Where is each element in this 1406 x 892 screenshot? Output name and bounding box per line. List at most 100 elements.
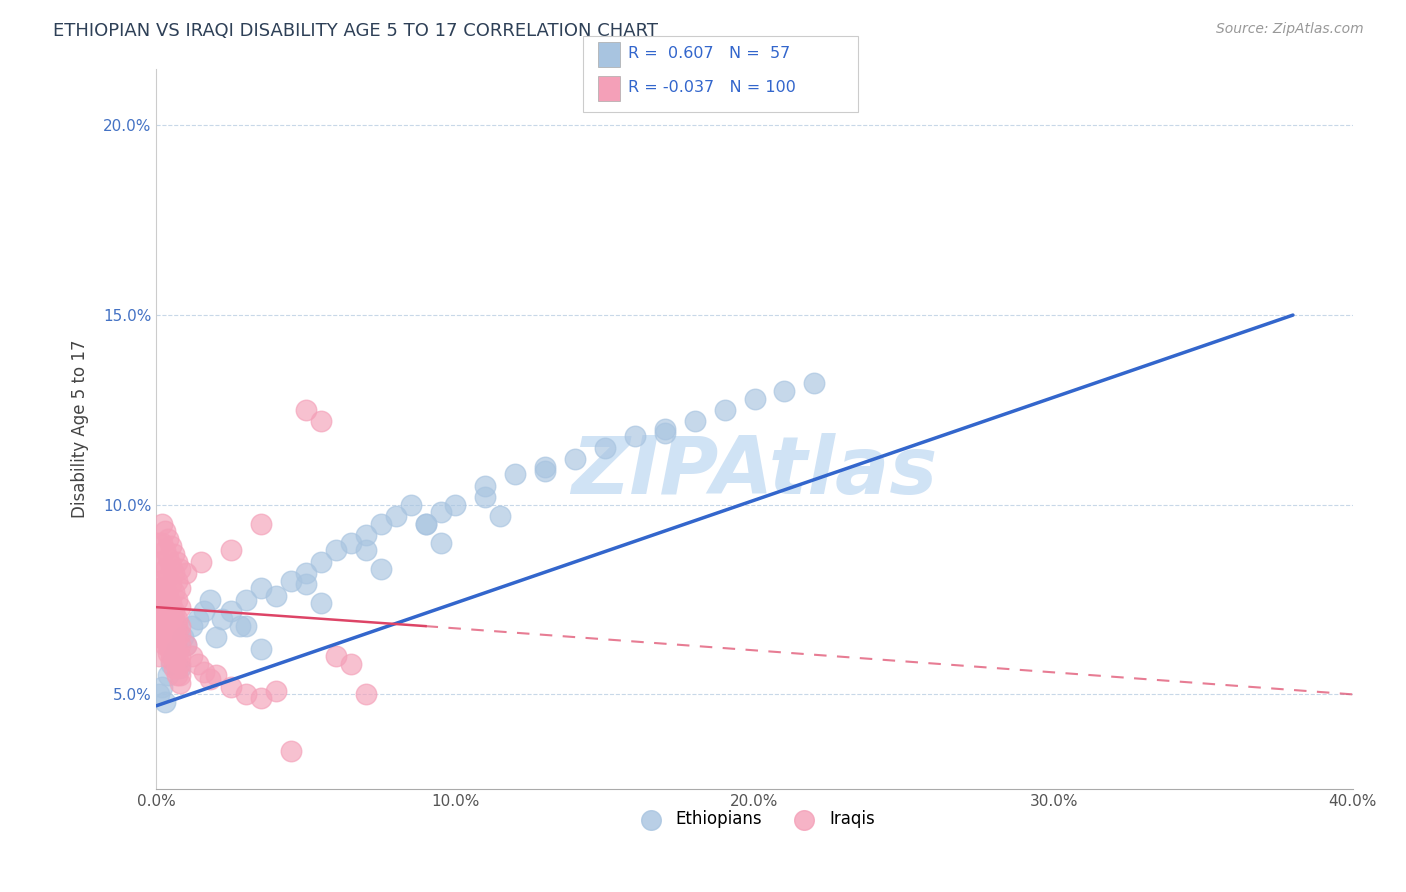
Point (169, 676, 191, 690)
Point (163, 623, 186, 637)
Point (150, 535, 173, 549)
Point (166, 649, 188, 664)
Point (155, 589, 177, 603)
Point (354, 687, 377, 701)
Point (219, 543, 242, 558)
Point (713, 403, 735, 417)
Point (280, 744, 302, 758)
Point (415, 516, 437, 531)
Point (250, 691, 273, 706)
Point (415, 516, 437, 531)
Point (155, 631, 177, 645)
Point (235, 592, 257, 607)
Point (163, 547, 186, 561)
Point (280, 574, 302, 588)
Point (174, 566, 197, 580)
Point (235, 619, 257, 633)
Point (250, 581, 273, 595)
Point (163, 566, 186, 580)
Point (166, 555, 188, 569)
Point (169, 668, 191, 682)
Point (166, 641, 188, 656)
Point (169, 562, 191, 576)
Point (474, 490, 496, 504)
Point (155, 581, 177, 595)
Point (250, 641, 273, 656)
Point (339, 657, 361, 671)
Point (309, 414, 332, 428)
Point (166, 611, 188, 625)
Point (160, 626, 183, 640)
Point (166, 619, 188, 633)
Point (160, 540, 183, 554)
Point (354, 543, 377, 558)
Point (160, 646, 183, 660)
Text: R = -0.037   N = 100: R = -0.037 N = 100 (628, 80, 796, 95)
Point (150, 619, 173, 633)
Point (157, 619, 180, 633)
Point (399, 498, 422, 512)
Point (744, 392, 766, 406)
Point (150, 581, 173, 595)
Point (155, 562, 177, 576)
Point (157, 550, 180, 565)
Point (160, 596, 183, 610)
Point (474, 479, 496, 493)
Point (370, 562, 392, 576)
Point (219, 680, 242, 694)
Point (229, 619, 252, 633)
Point (172, 631, 194, 645)
Point (339, 535, 361, 549)
Point (160, 634, 183, 648)
Text: ZIPAtlas: ZIPAtlas (571, 434, 938, 511)
Point (166, 641, 188, 656)
Point (503, 467, 526, 482)
Point (169, 661, 191, 675)
Point (163, 634, 186, 648)
Point (163, 585, 186, 599)
Point (325, 543, 347, 558)
Point (166, 668, 188, 682)
Point (205, 631, 228, 645)
Point (150, 680, 173, 694)
Point (155, 619, 177, 633)
Point (309, 555, 332, 569)
Legend: Ethiopians, Iraqis: Ethiopians, Iraqis (627, 804, 882, 835)
Point (250, 516, 273, 531)
Point (444, 498, 467, 512)
Point (148, 581, 170, 595)
Point (163, 649, 186, 664)
Point (148, 649, 170, 664)
Text: ETHIOPIAN VS IRAQI DISABILITY AGE 5 TO 17 CORRELATION CHART: ETHIOPIAN VS IRAQI DISABILITY AGE 5 TO 1… (53, 22, 658, 40)
Point (354, 528, 377, 542)
Point (157, 607, 180, 622)
Point (157, 638, 180, 652)
Point (148, 604, 170, 618)
Point (155, 611, 177, 625)
Point (148, 611, 170, 625)
Point (160, 657, 183, 671)
Point (174, 638, 197, 652)
Point (309, 596, 332, 610)
Point (157, 646, 180, 660)
Point (150, 611, 173, 625)
Point (370, 516, 392, 531)
Point (190, 555, 212, 569)
Point (166, 592, 188, 607)
Point (155, 600, 177, 615)
Point (534, 464, 557, 478)
Point (150, 555, 173, 569)
Point (157, 570, 180, 584)
Point (181, 649, 204, 664)
Point (429, 535, 451, 549)
Point (187, 611, 209, 625)
Point (166, 631, 188, 645)
Point (150, 631, 173, 645)
Point (163, 661, 186, 675)
Point (264, 589, 287, 603)
Point (803, 376, 825, 391)
Point (200, 672, 222, 686)
Point (169, 626, 191, 640)
Point (157, 668, 180, 682)
Point (155, 543, 177, 558)
